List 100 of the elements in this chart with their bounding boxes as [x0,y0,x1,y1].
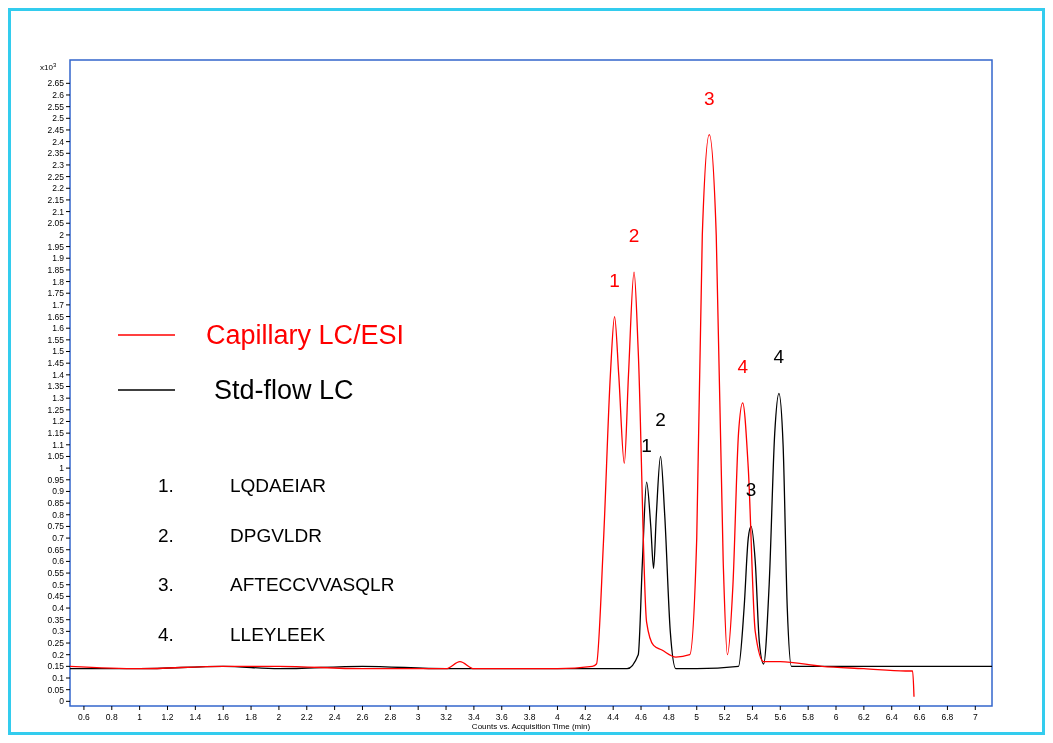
y-tick-label: 0.25 [47,638,65,649]
line-series [69,133,915,698]
y-tick-label: 0.05 [47,684,65,695]
x-tick-label: 2.2 [300,712,313,722]
y-tick-label: 1.9 [52,253,65,264]
y-tick-label: 0.15 [47,661,65,672]
y-tick-label: 0.1 [52,672,65,683]
y-tick-label: 0.2 [52,649,65,660]
x-tick-label: 6.8 [941,712,954,722]
y-tick-label: 1.3 [52,393,65,404]
x-tick-label: 1.6 [217,712,230,722]
y-tick-label: 1.7 [52,299,65,310]
x-tick-label: 0.6 [78,712,91,722]
text: 4. LLEYLEEK [158,623,326,645]
annotation: 3 [703,87,715,109]
y-axis-title: x10$^{3}$ [40,62,57,72]
y-tick-label: 0.4 [52,603,65,614]
y-tick-label: 0.95 [47,474,65,485]
y-tick-label: 0.75 [47,521,65,532]
y-tick-label: 0.55 [47,568,65,579]
y-tick-label: 1.6 [52,323,65,334]
x-tick-label: 5.4 [746,712,759,722]
y-tick-label: 1.5 [52,346,65,357]
annotation: 4 [737,355,749,377]
y-tick-label: 0.5 [52,579,65,590]
x-tick-label: 1.2 [161,712,174,722]
x-tick-label: 1.8 [245,712,258,722]
y-tick-label: 2.1 [52,206,65,217]
y-tick-label: 0.3 [52,626,65,637]
y-tick-label: 2.55 [47,101,65,112]
y-tick-label: 0.7 [52,533,65,544]
y-tick-label: 1.1 [52,439,65,450]
x-tick-label: 4.8 [662,712,676,722]
x-tick-label: 3.8 [523,712,536,722]
y-tick-label: 1.05 [47,451,65,462]
y-tick-label: 2.2 [52,183,65,194]
x-tick-label: 2.8 [384,712,397,722]
y-tick-label: 0.35 [47,614,65,625]
y-tick-label: 0.6 [52,556,65,567]
y-tick-label: 2.4 [52,136,65,147]
x-tick-label: 1.4 [189,712,202,722]
y-tick-label: 2.05 [47,218,65,229]
x-tick-label: 6 [833,712,839,722]
y-tick-label: 1.4 [52,369,65,380]
x-tick-label: 1 [137,712,143,722]
text: 2. DPGVLDR [158,524,322,546]
legend-label: Std-flow LC [214,375,354,406]
x-tick-label: 3.2 [440,712,453,722]
y-tick-label: 1.15 [47,428,65,439]
y-tick-label: 2.35 [47,148,65,159]
y-tick-label: 1.2 [52,416,65,427]
y-tick-label: 1.75 [47,288,65,299]
y-tick-label: 1.95 [47,241,65,252]
x-tick-label: 6.2 [857,712,871,722]
annotation: 4 [773,346,785,368]
x-tick-label: 4 [555,712,561,722]
x-tick-label: 7 [972,712,978,722]
y-tick-label: 0.9 [52,486,65,497]
x-tick-label: 3.4 [467,712,481,722]
x-tick-label: 4.6 [635,712,648,722]
x-tick-label: 6.6 [913,712,926,722]
y-tick-label: 2.6 [52,89,65,100]
y-tick-label: 0.85 [47,498,65,509]
y-tick-label: 1.85 [47,264,65,275]
y-tick-label: 2.15 [47,194,65,205]
annotation: 1 [609,269,620,291]
x-axis-title: Counts vs. Acquisition Time (min) [471,722,591,731]
y-tick-label: 1.35 [47,381,65,392]
x-tick-label: 4.2 [579,712,592,722]
text: 1. LQDAEIAR [158,475,327,496]
y-tick-label: 1.55 [47,334,65,345]
y-tick-label: 0.8 [52,509,65,520]
y-tick-label: 2.5 [52,113,65,124]
y-tick-label: 2.45 [47,124,65,135]
x-tick-label: 5 [694,712,700,722]
x-tick-label: 6.4 [885,712,898,722]
y-tick-label: 1.8 [52,276,65,287]
x-tick-label: 0.8 [105,712,118,722]
y-tick-label: 1 [59,463,65,474]
x-tick-label: 5.2 [718,712,731,722]
annotation: 1 [641,435,652,457]
x-tick-label: 4.4 [607,712,620,722]
y-tick-label: 2 [59,229,65,240]
y-tick-label: 1.25 [47,404,65,415]
annotation: 2 [655,409,666,431]
y-tick-label: 0 [59,696,65,707]
x-tick-label: 2.6 [356,712,369,722]
y-tick-label: 2.3 [52,159,65,170]
text: 3. AFTECCVVASQLR [158,574,395,595]
legend-label: Capillary LC/ESI [206,320,405,351]
annotation: 2 [628,225,640,247]
y-tick-label: 1.65 [47,311,65,322]
x-tick-label: 3 [415,712,421,722]
y-tick-label: 0.65 [47,544,65,555]
x-tick-label: 2 [276,712,282,722]
x-tick-label: 5.6 [774,712,787,722]
y-tick-label: 1.45 [47,358,65,369]
x-tick-label: 3.6 [495,712,508,722]
x-tick-label: 5.8 [802,712,815,722]
y-tick-label: 2.25 [47,171,65,182]
